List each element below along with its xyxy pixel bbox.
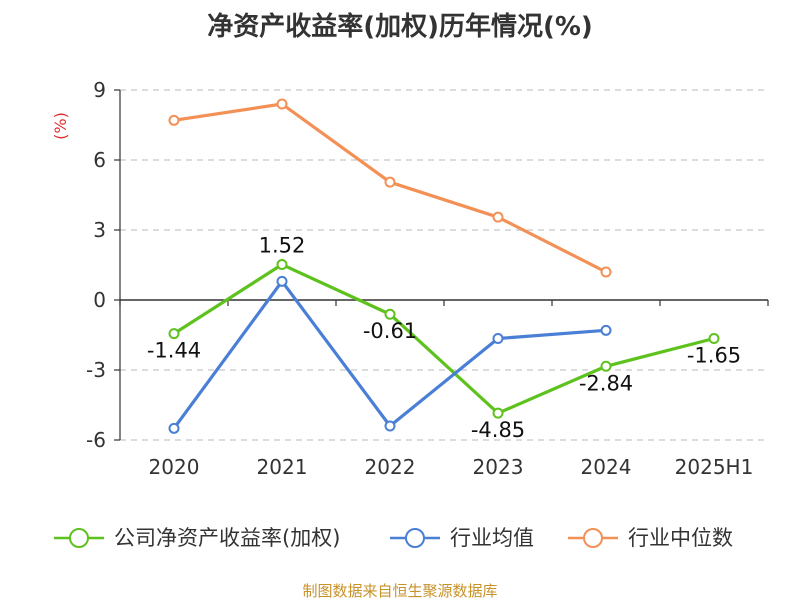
legend-marker-icon	[69, 528, 89, 548]
data-point	[492, 211, 504, 223]
data-point	[492, 407, 504, 419]
data-point	[276, 98, 288, 110]
data-point	[384, 308, 396, 320]
data-point	[168, 328, 180, 340]
data-label: -1.65	[687, 344, 741, 368]
data-point	[276, 259, 288, 271]
legend: 公司净资产收益率(加权) 行业均值 行业中位数	[54, 526, 733, 550]
x-tick-label: 2021	[257, 455, 308, 479]
series-lines	[168, 98, 720, 434]
series-line-1	[172, 279, 607, 430]
data-label: -1.44	[147, 339, 201, 363]
chart-title: 净资产收益率(加权)历年情况(%)	[207, 12, 593, 42]
series-line-2	[173, 102, 607, 274]
y-tick-label: -3	[86, 358, 106, 382]
legend-item-2: 行业中位数	[568, 526, 733, 550]
data-point	[600, 266, 612, 278]
x-tick-label: 2025H1	[675, 455, 754, 479]
data-point	[708, 333, 720, 344]
source-note: 制图数据来自恒生聚源数据库	[302, 582, 498, 600]
data-point	[600, 324, 612, 336]
data-label: -4.85	[471, 418, 525, 442]
y-tick-label: 6	[93, 148, 106, 172]
data-point	[168, 422, 180, 434]
y-tick-label: 9	[93, 78, 106, 102]
legend-label: 行业中位数	[628, 526, 733, 550]
x-tick-label: 2022	[365, 455, 416, 479]
data-label: -2.84	[579, 371, 633, 395]
series-line-0	[173, 262, 715, 415]
data-point	[384, 420, 396, 432]
data-label: 1.52	[259, 234, 306, 258]
y-axis-unit-label: (%)	[51, 112, 70, 140]
data-label: -0.61	[363, 319, 417, 343]
axes: 9 6 3 0 -3 -6 2020 2021 2022 2023 2024 2025H1	[86, 78, 769, 479]
legend-marker-icon	[405, 528, 425, 548]
data-point	[384, 176, 396, 188]
x-tick-label: 2023	[473, 455, 524, 479]
y-tick-label: -6	[86, 428, 106, 452]
x-tick-label: 2020	[149, 455, 200, 479]
y-tick-label: 0	[93, 288, 106, 312]
gridlines	[120, 89, 768, 441]
legend-item-1: 行业均值	[390, 526, 534, 550]
data-point	[276, 275, 288, 287]
legend-item-0: 公司净资产收益率(加权)	[54, 526, 340, 550]
y-tick-label: 3	[93, 218, 106, 242]
data-point	[492, 333, 504, 344]
legend-label: 公司净资产收益率(加权)	[114, 526, 340, 550]
data-point	[168, 114, 180, 126]
x-tick-label: 2024	[581, 455, 632, 479]
data-point	[600, 360, 612, 372]
legend-label: 行业均值	[450, 526, 534, 550]
legend-marker-icon	[583, 528, 603, 548]
data-labels: -1.44 1.52 -0.61 -4.85 -2.84 -1.65	[147, 234, 741, 443]
